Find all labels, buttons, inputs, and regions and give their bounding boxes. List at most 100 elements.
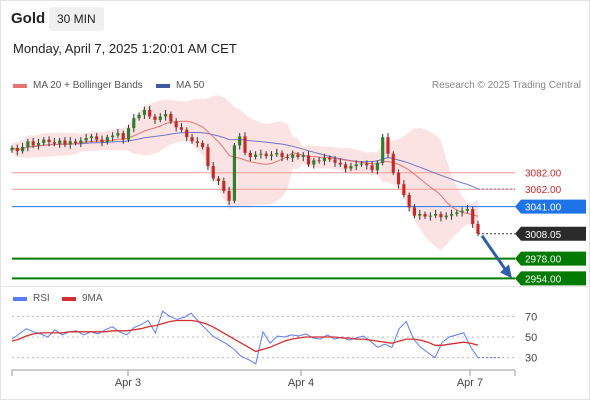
level-box-2978.00 [515,251,586,266]
candle-body [370,165,374,171]
candle-body [322,157,327,162]
level-box-2954.00 [515,271,586,286]
candle-body [142,109,146,115]
candle-body [359,163,364,165]
legend-ma20-label: MA 20 + Bollinger Bands [33,80,143,91]
candle-body [84,138,88,141]
level-label-3008.05: 3008.05 [525,230,562,241]
candle-body [243,136,247,153]
candle-body [386,137,390,154]
candle-body [195,141,199,143]
candle-body [396,172,401,185]
candle-body [190,137,194,142]
candle-body [73,141,78,143]
candle-body [301,155,305,157]
candle-body [211,166,215,179]
rsi-ma-line [11,319,479,353]
candle-body [333,159,337,163]
rsi-line [11,310,479,365]
candle-body [338,162,342,165]
level-label-2954.00: 2954.00 [525,274,562,285]
candle-body [381,137,385,163]
candle-body [434,214,438,216]
candle-body [344,164,348,169]
level-label-3082.00: 3082.00 [525,169,562,180]
candle-body [312,160,316,165]
candle-body [100,139,104,143]
candle-body [111,135,115,138]
candle-body [31,141,35,146]
candle-body [232,145,236,201]
rsi-tick-label: 50 [525,332,537,344]
candle-body [21,147,25,152]
level-box-3008.05 [515,226,586,241]
candle-body [238,136,242,146]
symbol-title: Gold [11,10,46,27]
ma20-swatch [13,83,27,88]
candle-body [174,121,178,128]
candle-body [116,133,120,136]
legend-rsi-ma: 9MA [62,293,103,304]
candle-body [296,154,300,157]
forecast-arrow-head [500,264,512,279]
candle-body [439,214,443,218]
candle-body [216,178,221,181]
candle-body [275,152,279,155]
candle-body [63,140,67,145]
candle-body [105,137,109,143]
timestamp: Monday, April 7, 2025 1:20:01 AM CET [13,41,237,56]
candle-body [158,116,162,120]
candle-body [52,142,56,144]
legend-rsi: RSI [13,293,50,304]
rsi-ma-swatch [62,296,76,301]
candle-body [68,141,72,145]
candle-body [455,212,459,214]
legend-rsi-label: RSI [33,293,50,304]
candle-body [179,127,184,130]
legend-ma20: MA 20 + Bollinger Bands [13,80,143,91]
candle-body [349,166,353,169]
candle-body [264,153,268,157]
candle-body [58,140,62,144]
ma50-swatch [156,83,170,88]
legend-rsi-ma-label: 9MA [82,293,103,304]
candle-body [254,154,258,157]
candle-body [306,155,311,165]
x-tick-label: Apr 4 [288,377,314,389]
candle-body [465,209,469,211]
level-label-3062.00: 3062.00 [525,185,562,196]
candle-body [15,147,19,152]
candle-body [412,207,417,216]
forecast-arrow [480,234,508,272]
candle-body [375,162,379,171]
candle-body [10,147,14,151]
level-box-3041.00 [515,199,586,214]
candle-body [47,139,51,143]
level-label-3041.00: 3041.00 [525,203,562,214]
candle-body [317,160,321,162]
candle-body [449,214,454,216]
ma20-line [11,120,479,217]
candle-body [391,153,395,173]
candle-body [418,214,422,216]
candle-body [206,147,210,167]
level-label-2978.00: 2978.00 [525,255,562,266]
rsi-tick-label: 70 [525,311,537,323]
candle-body [26,141,30,148]
candle-body [428,215,432,217]
legend-ma50: MA 50 [156,80,204,91]
candle-body [365,163,369,166]
candle-body [201,142,205,148]
candle-body [328,157,332,160]
candle-body [169,114,173,122]
candle-body [163,114,168,117]
timeframe-badge[interactable]: 30 MIN [49,7,104,31]
candle-body [126,128,131,140]
candle-body [36,142,41,146]
candle-body [259,153,263,155]
candle-body [291,154,295,158]
candle-body [402,184,406,195]
candle-body [121,133,125,140]
candle-body [407,195,411,208]
